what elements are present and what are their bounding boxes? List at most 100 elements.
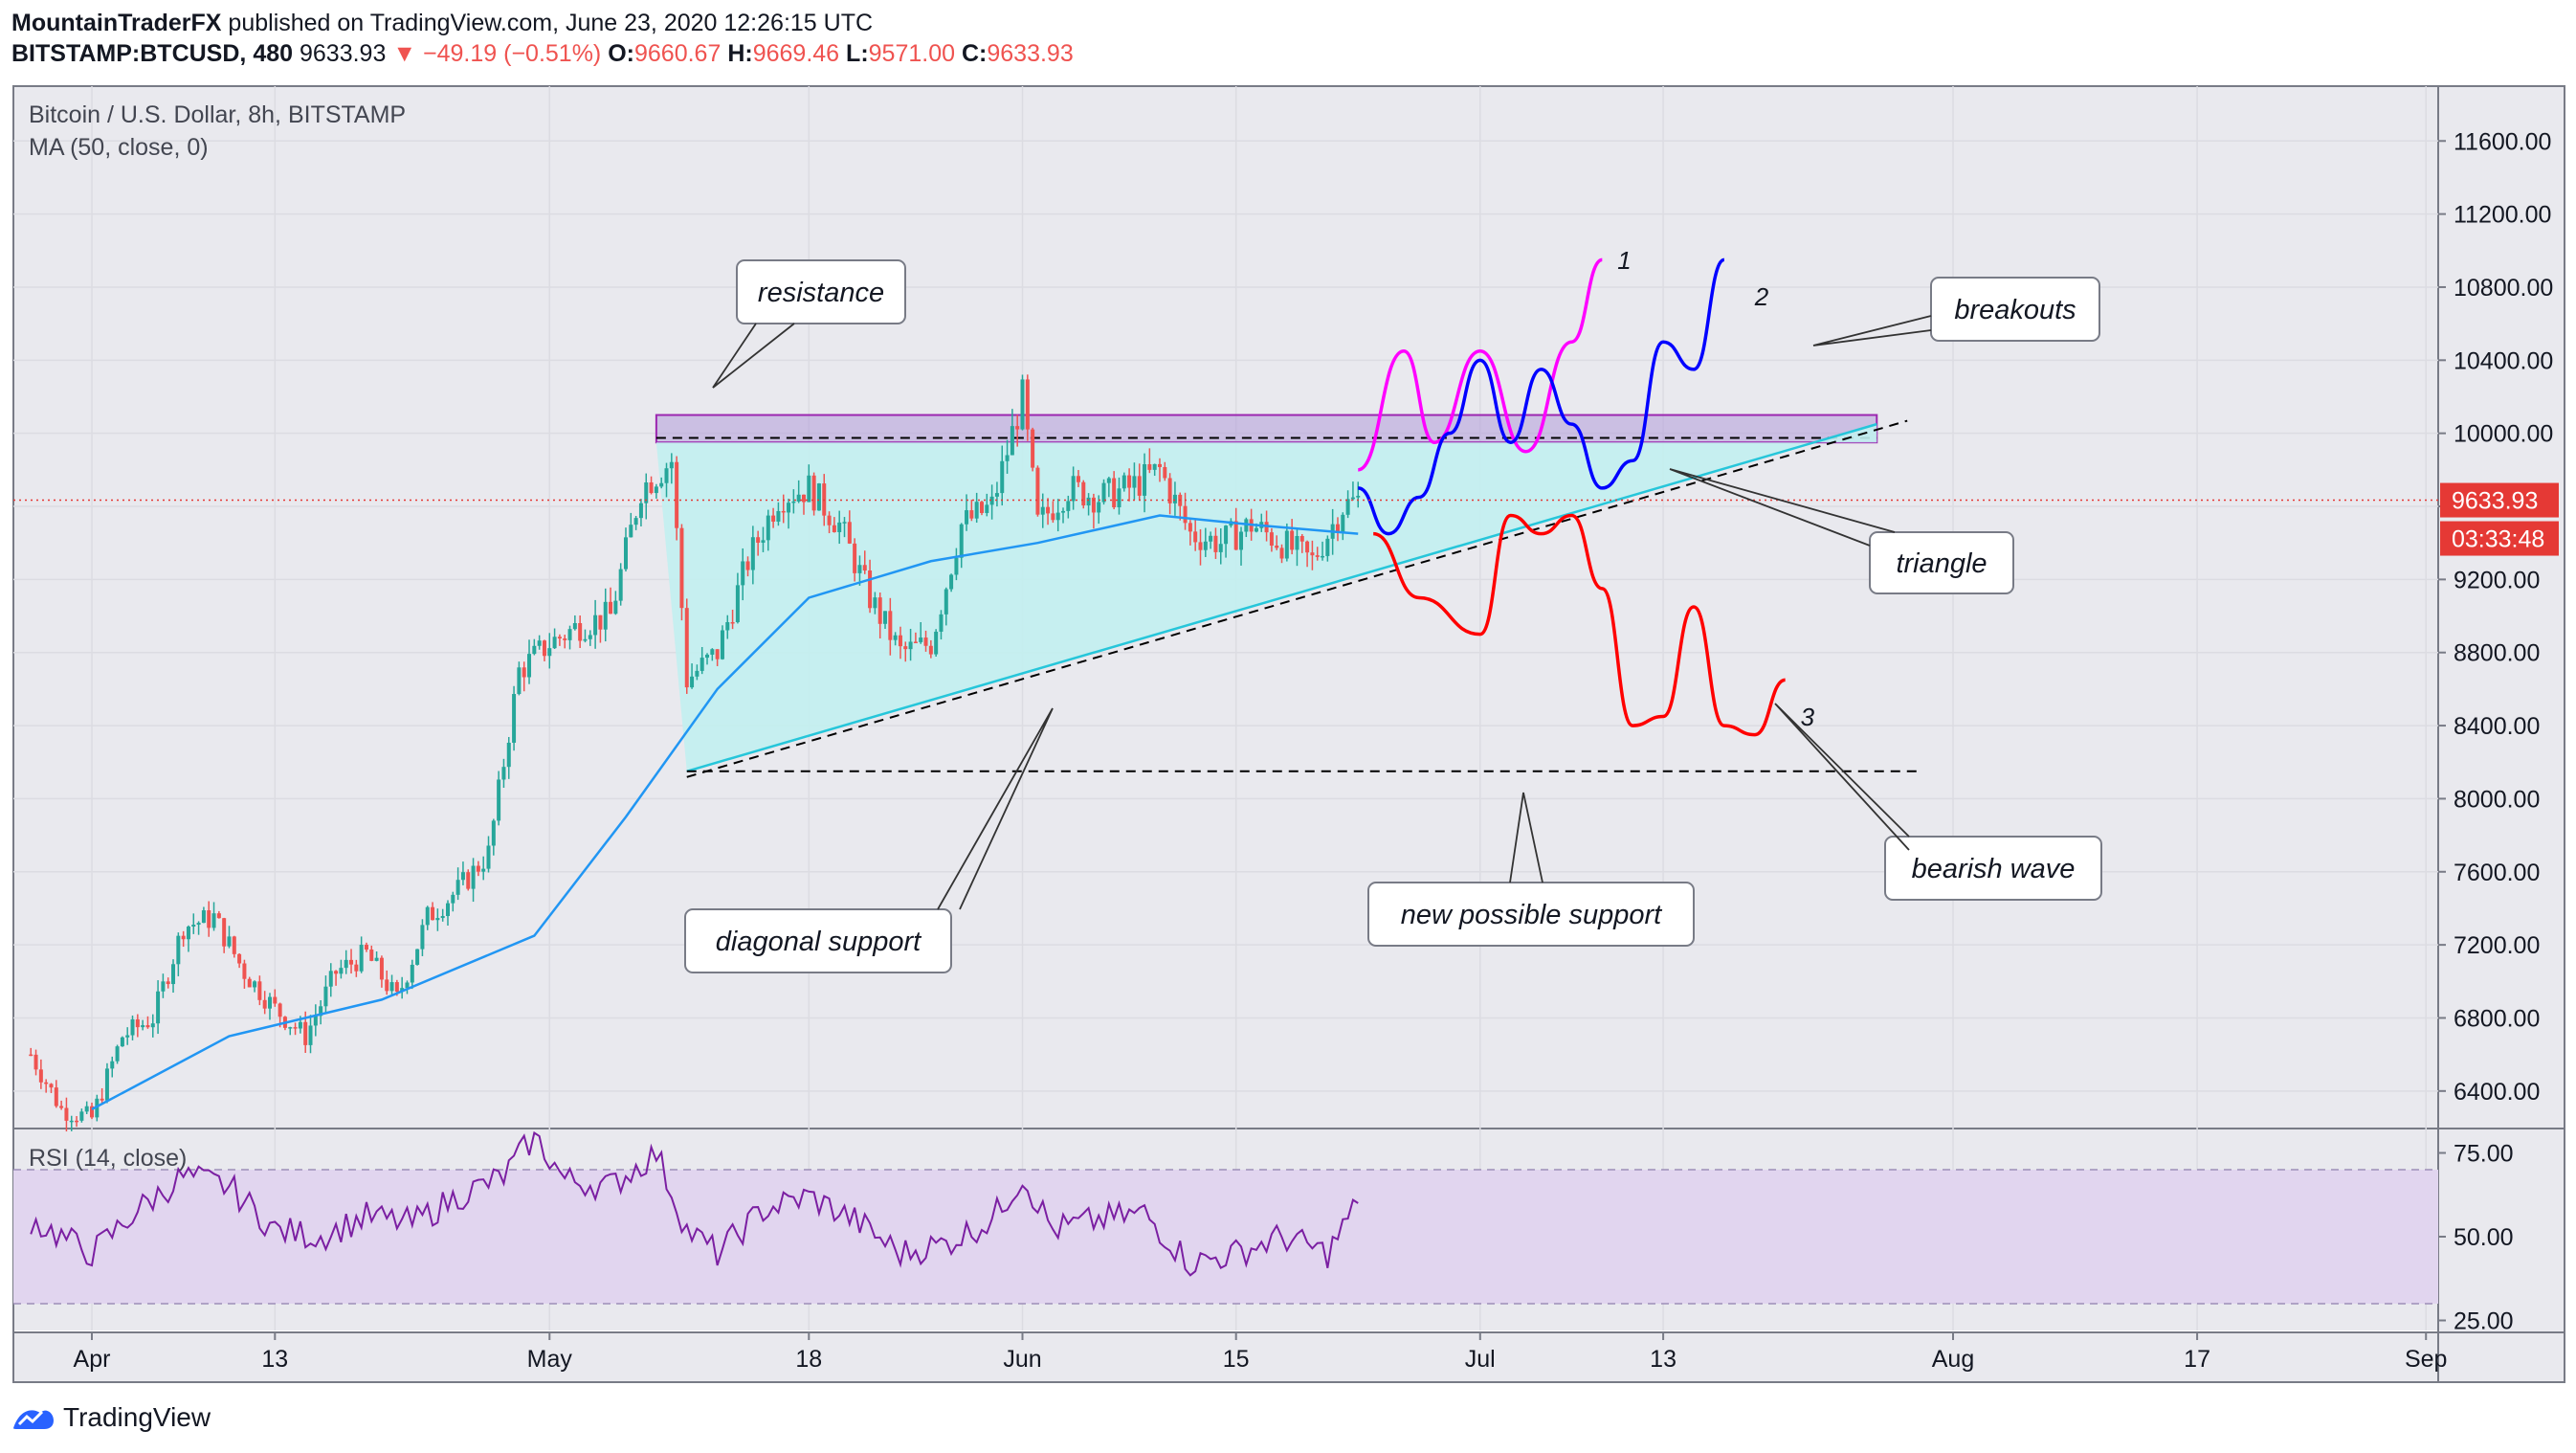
rsi-pane-title: RSI (14, close) xyxy=(29,1145,187,1172)
candle-body xyxy=(1031,429,1035,468)
candle-body xyxy=(801,494,806,503)
callout-text: triangle xyxy=(1896,548,1987,579)
author-name[interactable]: MountainTraderFX xyxy=(11,10,222,36)
candle-body xyxy=(700,658,704,671)
candle-body xyxy=(451,894,455,904)
candle-body xyxy=(90,1106,94,1118)
candle-body xyxy=(1321,555,1325,558)
x-tick-label: 13 xyxy=(1650,1346,1677,1373)
time-axis-background xyxy=(13,1332,2438,1382)
candle-body xyxy=(654,486,658,494)
candle-body xyxy=(389,982,394,992)
y-tick-label: 11200.00 xyxy=(2454,202,2551,229)
candle-body xyxy=(1341,514,1345,532)
candle-body xyxy=(1112,478,1117,507)
candle-body xyxy=(288,1027,293,1029)
candle-body xyxy=(563,638,567,640)
candle-body xyxy=(1005,455,1010,461)
candle-body xyxy=(125,1035,130,1038)
y-tick-label: 10000.00 xyxy=(2454,421,2553,448)
candle-body xyxy=(1066,501,1071,511)
candle-body xyxy=(308,1025,313,1045)
y-tick-label: 9200.00 xyxy=(2454,567,2540,593)
candle-body xyxy=(928,645,933,655)
rsi-band xyxy=(13,1170,2438,1304)
x-tick-label: 15 xyxy=(1223,1346,1250,1373)
candle-body xyxy=(1269,532,1274,547)
candle-body xyxy=(410,964,414,983)
rsi-tick-label: 75.00 xyxy=(2454,1141,2514,1168)
candle-body xyxy=(649,481,654,494)
candle-body xyxy=(135,1018,140,1028)
candle-body xyxy=(216,913,221,919)
candle-body xyxy=(1310,552,1315,556)
candle-body xyxy=(1345,499,1350,515)
candle-body xyxy=(827,515,832,525)
low-value: 9571.00 xyxy=(868,40,956,67)
candle-body xyxy=(664,468,669,483)
symbol: BITSTAMP:BTCUSD xyxy=(11,40,240,67)
candle-body xyxy=(95,1098,100,1118)
candle-body xyxy=(517,667,522,695)
tradingview-logo-icon xyxy=(13,1410,54,1429)
rsi-tick-label: 25.00 xyxy=(2454,1308,2514,1335)
candle-body xyxy=(776,510,781,522)
candle-body xyxy=(877,597,882,624)
y-tick-label: 8800.00 xyxy=(2454,640,2540,667)
candle-body xyxy=(1239,531,1244,550)
candle-body xyxy=(247,978,252,988)
symbol-line: BITSTAMP:BTCUSD, 480 9633.93 ▼ −49.19 (−… xyxy=(11,40,1074,67)
candle-body xyxy=(542,640,546,657)
x-tick-label: 13 xyxy=(261,1346,288,1373)
candle-body xyxy=(115,1046,120,1062)
candle-body xyxy=(334,971,339,974)
candle-body xyxy=(120,1037,124,1047)
high-value: 9669.46 xyxy=(752,40,840,67)
callout-box xyxy=(1884,836,2102,901)
candle-body xyxy=(481,868,486,872)
candle-body xyxy=(1356,496,1361,498)
callout-text: bearish wave xyxy=(1912,854,2076,884)
scenario-label-2: 2 xyxy=(1754,282,1769,311)
candle-body xyxy=(761,540,766,543)
candle-body xyxy=(471,865,476,889)
candle-body xyxy=(781,510,786,513)
tradingview-footer[interactable]: TradingView xyxy=(11,1402,211,1433)
candle-body xyxy=(207,910,211,928)
candle-body xyxy=(349,959,354,965)
candle-body xyxy=(1055,512,1060,521)
scenario-path-1 xyxy=(1357,257,1604,472)
candle-body xyxy=(400,988,405,993)
candle-body xyxy=(1163,466,1167,479)
close-label: C: xyxy=(961,40,988,67)
candle-body xyxy=(445,903,450,916)
candle-body xyxy=(705,654,710,659)
rsi-line xyxy=(30,1130,1359,1277)
candle-body xyxy=(974,502,979,519)
candle-body xyxy=(176,935,181,965)
candle-body xyxy=(497,779,501,821)
candle-body xyxy=(883,611,888,624)
triangle-fill xyxy=(655,424,1877,771)
countdown-badge xyxy=(2440,521,2559,556)
candle-body xyxy=(476,865,480,872)
y-tick-label: 10800.00 xyxy=(2454,275,2553,302)
candle-body xyxy=(603,601,608,630)
candle-body xyxy=(186,927,190,940)
candle-body xyxy=(161,981,166,992)
open-label: O: xyxy=(608,40,634,67)
candle-body xyxy=(888,611,893,640)
high-label: H: xyxy=(727,40,753,67)
candle-body xyxy=(1143,464,1147,496)
candle-body xyxy=(460,872,465,881)
candle-body xyxy=(913,641,918,643)
price-change: −49.19 (−0.51%) xyxy=(423,40,602,67)
candle-body xyxy=(242,963,247,979)
candle-body xyxy=(969,510,974,519)
candle-body xyxy=(104,1068,109,1101)
candle-body xyxy=(211,913,216,928)
candle-body xyxy=(868,570,873,609)
candle-body xyxy=(344,959,348,969)
candle-body xyxy=(710,649,715,655)
